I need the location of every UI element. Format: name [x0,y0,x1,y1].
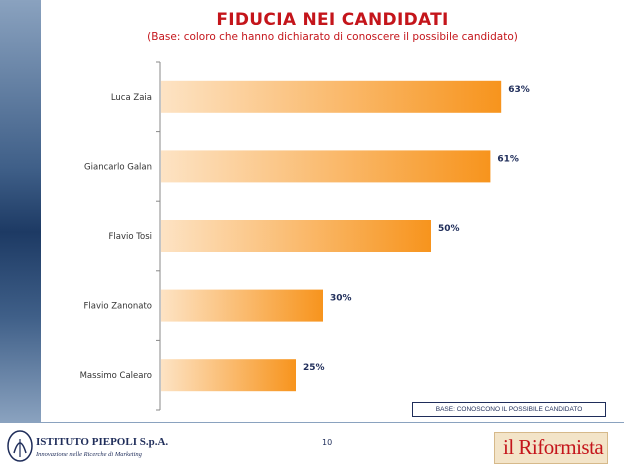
logo-il-riformista: il Riformista [494,432,608,464]
value-label: 63% [508,85,530,95]
value-label: 61% [497,154,519,164]
logo-emblem-icon [7,430,33,462]
value-label: 25% [303,363,325,373]
value-label: 50% [438,224,460,234]
footer-divider [0,422,624,423]
bar-massimo-calearo [161,359,296,392]
category-label: Massimo Calearo [80,371,152,381]
bar-flavio-zanonato [161,289,323,322]
value-label: 30% [330,294,352,304]
logo-istituto-piepoli: ISTITUTO PIEPOLI S.p.A. Innovazione nell… [6,427,169,465]
bar-giancarlo-galan [161,150,491,183]
base-note: BASE: CONOSCONO IL POSSIBILE CANDIDATO [412,402,606,417]
category-label: Giancarlo Galan [84,162,152,172]
chart-subtitle: (Base: coloro che hanno dichiarato di co… [147,31,518,43]
logo-left-name: ISTITUTO PIEPOLI S.p.A. [36,436,169,448]
bar-flavio-tosi [161,220,431,252]
logo-right-name: il Riformista [503,435,604,459]
bar-luca-zaia [161,80,502,113]
category-label: Luca Zaia [111,93,152,103]
chart-title: FIDUCIA NEI CANDIDATI [216,10,449,30]
logo-left-tagline: Innovazione nelle Ricerche di Marketing [36,451,142,458]
category-label: Flavio Zanonato [83,302,152,312]
page-number: 10 [322,438,333,447]
category-label: Flavio Tosi [109,232,153,242]
sidebar-decoration [0,0,41,422]
